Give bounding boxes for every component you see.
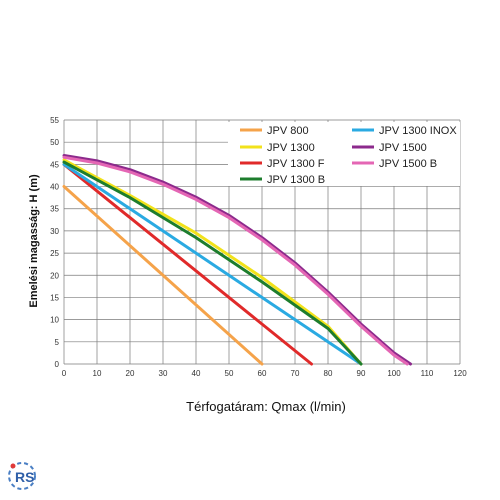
x-tick-label: 10 [93, 369, 102, 378]
legend-label: JPV 1300 B [267, 174, 325, 186]
y-tick-label: 55 [50, 116, 59, 125]
y-tick-label: 20 [50, 271, 59, 280]
y-tick-label: 45 [50, 160, 59, 169]
brand-logo: RS [4, 458, 44, 494]
y-tick-label: 15 [50, 293, 59, 302]
legend-label: JPV 1300 [267, 142, 315, 154]
x-tick-label: 60 [258, 369, 267, 378]
y-tick-label: 30 [50, 227, 59, 236]
y-tick-label: 25 [50, 249, 59, 258]
x-tick-label: 120 [453, 369, 467, 378]
series-line-jpv-800 [62, 185, 264, 366]
legend-label: JPV 1300 INOX [379, 125, 457, 137]
x-tick-label: 100 [387, 369, 401, 378]
x-tick-labels: 0 10 20 30 40 50 60 70 80 90 100 110 120 [62, 369, 467, 378]
grid [63, 119, 461, 365]
x-tick-label: 90 [357, 369, 366, 378]
y-tick-label: 0 [55, 360, 60, 369]
legend-box [228, 122, 460, 186]
x-tick-label: 50 [225, 369, 234, 378]
series-line-jpv-1300-inox [62, 162, 363, 366]
x-tick-label: 0 [62, 369, 67, 378]
x-tick-label: 80 [324, 369, 333, 378]
y-tick-label: 50 [50, 138, 59, 147]
x-tick-label: 40 [192, 369, 201, 378]
series-line-jpv-1300-f [62, 162, 313, 366]
legend: JPV 800 JPV 1300 JPV 1300 F JPV 1300 B JPV 1… [228, 122, 460, 186]
y-tick-label: 10 [50, 316, 59, 325]
y-tick-label: 5 [55, 338, 60, 347]
logo-text: RS [15, 469, 34, 485]
legend-label: JPV 1500 [379, 142, 427, 154]
y-tick-label: 35 [50, 205, 59, 214]
x-tick-label: 30 [159, 369, 168, 378]
brand-logo-icon: RS [8, 462, 36, 490]
series-lines [62, 154, 412, 366]
legend-label: JPV 800 [267, 125, 309, 137]
y-tick-labels: 0 5 10 15 20 25 30 35 40 45 50 55 [50, 116, 59, 369]
y-tick-label: 40 [50, 183, 59, 192]
y-axis-title: Emelési magasság: H (m) [28, 174, 40, 308]
x-tick-label: 110 [421, 369, 434, 378]
legend-label: JPV 1300 F [267, 158, 325, 170]
x-tick-label: 20 [126, 369, 135, 378]
series-line-jpv-1500 [62, 154, 412, 366]
legend-label: JPV 1500 B [379, 158, 437, 170]
x-tick-label: 70 [291, 369, 300, 378]
series-line-jpv-1300-b [62, 160, 363, 366]
x-axis-title: Térfogatáram: Qmax (l/min) [186, 399, 346, 414]
series-line-jpv-1500-b [62, 155, 409, 366]
